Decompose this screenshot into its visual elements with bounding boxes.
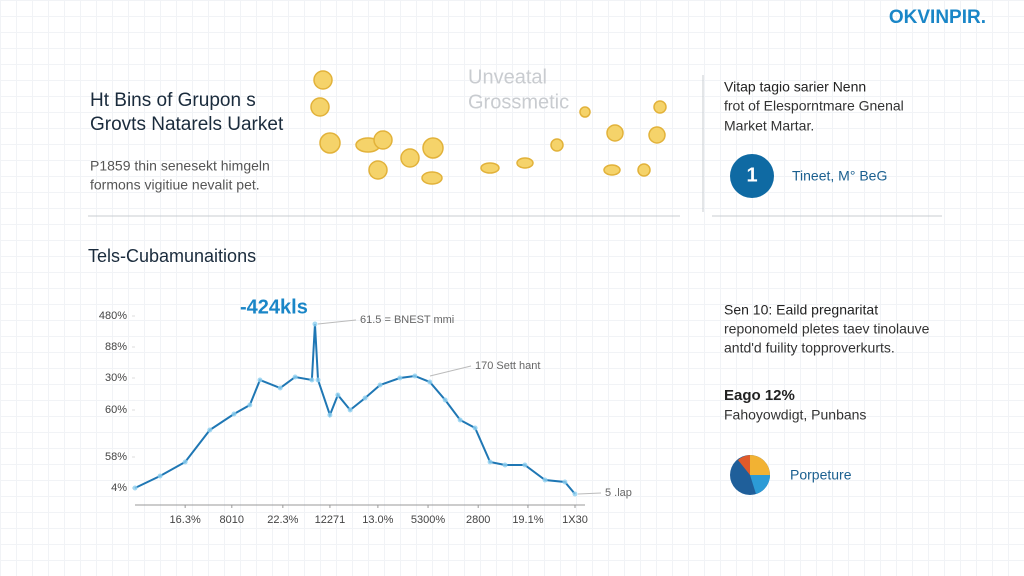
point [542,477,548,483]
point [315,377,321,383]
title: Ht Bins of Grupon s [90,90,256,111]
point [277,385,283,391]
point [182,459,188,465]
point [457,417,463,423]
point [327,412,333,418]
x-tick-label: 22.3% [267,514,298,526]
side-text: Market Martar. [724,118,814,134]
point [397,375,403,381]
point [362,395,368,401]
faded-text: Unveatal [468,66,547,88]
point [335,392,341,398]
pie-icon [730,455,770,495]
x-tick-label: 13.0% [362,514,393,526]
title: Grovts Natarels Uarket [90,114,284,135]
point [427,379,433,385]
point [247,402,253,408]
annotation: 170 Sett hant [475,360,540,372]
leader [429,365,472,377]
point [132,485,138,491]
faded-text: Grossmetic [468,91,569,113]
point [292,374,298,380]
leader [577,492,602,495]
section-title: Tels-Cubamunaitions [88,246,256,266]
x-tick-label: 5300% [411,514,445,526]
y-tick-label: 480% [99,310,127,322]
logo: OKVINPIR. [889,7,986,28]
side-text: Fahoyowdigt, Punbans [724,407,866,423]
y-tick-label: 4% [111,482,127,494]
point [157,473,163,479]
point [412,373,418,379]
point [347,407,353,413]
point [309,377,315,383]
pie-label: Porpeture [790,467,852,483]
y-tick-label: 58% [105,451,127,463]
point [377,382,383,388]
point [522,462,528,468]
point [257,377,263,383]
badge [730,154,774,198]
x-tick-label: 16.3% [170,514,201,526]
side-text: frot of Elesporntmare Gnenal [724,98,904,114]
annotation: -424kls [240,296,308,318]
x-tick-label: 1X30 [562,514,588,526]
y-tick-label: 60% [105,404,127,416]
leader [317,319,357,325]
line [134,323,576,495]
x-tick-label: 8010 [220,514,244,526]
point [207,427,213,433]
point [472,425,478,431]
point [572,491,578,497]
x-tick-label: 2800 [466,514,490,526]
badge-number: 1 [746,164,757,186]
point [487,459,493,465]
subtitle: formons vigitiue nevalit pet. [90,177,260,193]
subtitle: P1859 thin senesekt himgeln [90,158,270,174]
side-text: Sen 10: Eaild pregnaritat [724,302,878,318]
badge-text: Tineet, M° BeG [792,168,887,184]
y-tick-label: 30% [105,372,127,384]
x-tick-label: 19.1% [512,514,543,526]
side-text: antd'd fuility topproverkurts. [724,340,895,356]
point [562,479,568,485]
point [312,321,318,327]
annotation: 61.5 = BNEST mmi [360,314,454,326]
side-text: Vitap tagio sarier Nenn [724,79,866,95]
point [502,462,508,468]
side-heading: Eago 12% [724,387,795,404]
annotation: 5 .lap [605,487,632,499]
y-tick-label: 88% [105,341,127,353]
side-text: reponomeld pletes taev tinolauve [724,321,930,337]
line-chart: 4% 58% 60% 30% 88% 480% 16.3% 8010 22.3% 12271 13.… [99,296,632,526]
point [442,397,448,403]
x-tick-label: 12271 [315,514,346,526]
coins [310,70,667,185]
point [231,411,237,417]
